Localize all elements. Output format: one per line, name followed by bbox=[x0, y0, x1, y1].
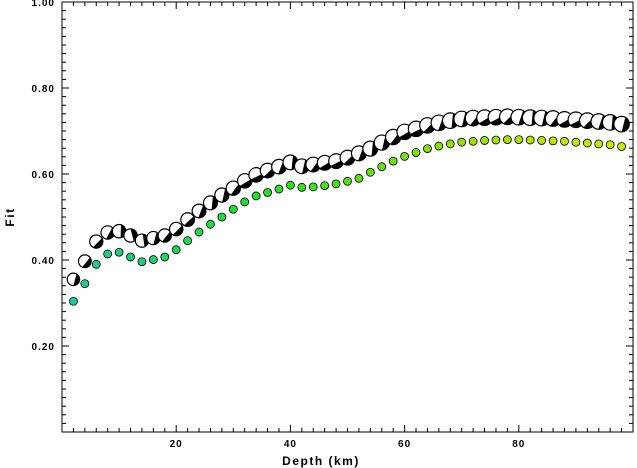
fit-dot bbox=[491, 135, 501, 145]
fit-dot bbox=[582, 138, 592, 148]
fit-dot bbox=[502, 135, 512, 145]
fit-dot bbox=[400, 151, 410, 161]
fit-dot bbox=[411, 148, 421, 157]
fit-dot bbox=[423, 144, 432, 154]
x-axis-title: Depth (km) bbox=[282, 454, 360, 468]
fit-dot bbox=[571, 137, 581, 147]
fit-dot bbox=[297, 182, 307, 192]
fit-dot bbox=[457, 137, 467, 147]
x-tick-label: 20 bbox=[170, 439, 183, 450]
fit-dot bbox=[468, 136, 478, 146]
fit-dot bbox=[217, 212, 227, 222]
fit-dot bbox=[480, 136, 489, 145]
fit-dot bbox=[137, 257, 147, 267]
beachball-marker bbox=[89, 234, 104, 249]
beachball-marker bbox=[236, 173, 253, 189]
beachball-marker bbox=[316, 154, 333, 171]
beachball-marker bbox=[180, 212, 196, 227]
fit-dot bbox=[148, 255, 158, 264]
fit-dot bbox=[525, 135, 535, 145]
fit-dot bbox=[69, 296, 78, 306]
plot-frame bbox=[61, 1, 634, 433]
fit-dot bbox=[251, 191, 261, 201]
fit-dot bbox=[594, 139, 604, 149]
fit-dot bbox=[331, 179, 341, 189]
axis-ticks bbox=[62, 2, 633, 432]
fit-dot bbox=[228, 204, 238, 214]
fit-dot bbox=[308, 182, 318, 192]
fit-dot bbox=[445, 139, 455, 149]
fit-dot bbox=[365, 167, 375, 177]
x-tick-label: 60 bbox=[398, 439, 411, 450]
beachball-marker bbox=[157, 228, 173, 243]
beachball-marker bbox=[191, 203, 207, 219]
fit-dot bbox=[388, 156, 398, 166]
fit-dot bbox=[171, 245, 181, 255]
fit-dot bbox=[320, 181, 330, 191]
beachball-marker bbox=[77, 254, 92, 269]
fit-dot bbox=[434, 141, 444, 151]
fit-dot bbox=[114, 247, 124, 257]
fit-dot bbox=[206, 219, 215, 229]
y-tick-label: 0.20 bbox=[32, 342, 55, 353]
y-tick-labels: 0.20 0.40 0.60 0.80 1.00 bbox=[32, 0, 55, 353]
y-axis-title: Fit bbox=[3, 207, 17, 226]
fit-dot bbox=[617, 142, 626, 151]
beachball-marker bbox=[613, 115, 630, 133]
fit-dot bbox=[103, 249, 113, 259]
beachball-marker bbox=[202, 195, 219, 211]
fit-dot bbox=[354, 173, 364, 183]
fit-dot bbox=[514, 135, 524, 145]
y-tick-label: 0.40 bbox=[32, 256, 55, 267]
fit-dot bbox=[274, 184, 284, 194]
fit-dot bbox=[548, 136, 558, 146]
fit-dot bbox=[240, 197, 250, 207]
x-tick-label: 80 bbox=[512, 439, 525, 450]
fit-dot bbox=[343, 176, 352, 186]
y-tick-label: 1.00 bbox=[32, 0, 55, 9]
beachball-marker bbox=[225, 180, 242, 196]
fit-dot bbox=[537, 136, 547, 145]
fit-dot bbox=[285, 180, 295, 190]
y-tick-label: 0.60 bbox=[32, 170, 55, 181]
fit-dot bbox=[126, 252, 135, 262]
series-beachballs bbox=[66, 108, 630, 287]
fit-dot bbox=[183, 236, 193, 246]
y-tick-label: 0.80 bbox=[32, 84, 55, 95]
fit-dot bbox=[377, 162, 387, 172]
x-tick-label: 40 bbox=[284, 439, 297, 450]
fit-dot bbox=[91, 259, 101, 269]
fit-dot bbox=[560, 136, 569, 146]
fit-dot bbox=[194, 227, 204, 237]
fit-dot bbox=[80, 279, 90, 289]
beachball-marker bbox=[168, 221, 184, 237]
fit-dot bbox=[263, 188, 272, 197]
x-tick-labels: 20 40 60 80 bbox=[170, 439, 525, 450]
fit-dot bbox=[160, 252, 170, 262]
series-dots bbox=[69, 135, 626, 306]
beachball-marker bbox=[66, 272, 81, 287]
fit-dot bbox=[605, 140, 615, 150]
